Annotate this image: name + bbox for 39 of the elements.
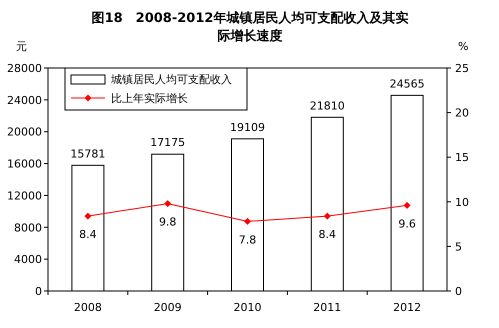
y2-tick-label: 5 bbox=[455, 240, 462, 254]
y-tick-label: 28000 bbox=[7, 62, 42, 75]
x-tick-label: 2010 bbox=[234, 301, 262, 314]
data-label: 9.8 bbox=[158, 216, 176, 229]
y-tick-label: 16000 bbox=[7, 158, 42, 171]
y-axis-title: 元 bbox=[16, 40, 27, 53]
legend-label: 比上年实际增长 bbox=[111, 92, 188, 105]
point bbox=[404, 202, 411, 209]
y-tick-label: 24000 bbox=[7, 94, 42, 107]
y2-tick-label: 10 bbox=[455, 196, 469, 209]
data-label: 17175 bbox=[150, 136, 186, 150]
y-tick-label: 0 bbox=[35, 285, 42, 298]
chart-title: 图18 2008-2012年城镇居民人均可支配收入及其实际增长速度 bbox=[92, 10, 408, 44]
data-label: 21810 bbox=[310, 99, 345, 112]
y-tick-label: 4000 bbox=[14, 253, 42, 266]
data-label: 15781 bbox=[70, 147, 106, 160]
y2-axis-title: % bbox=[458, 40, 468, 53]
data-label: 8.4 bbox=[318, 228, 336, 242]
y-tick-label: 20000 bbox=[7, 126, 42, 139]
data-label: 9.6 bbox=[398, 217, 416, 230]
x-tick-label: 2009 bbox=[154, 301, 182, 314]
y2-tick-label: 0 bbox=[455, 285, 462, 298]
y2-tick-label: 25 bbox=[455, 62, 469, 75]
y-tick-label: 12000 bbox=[7, 189, 42, 202]
point bbox=[164, 200, 172, 208]
x-tick-label: 2008 bbox=[74, 301, 102, 314]
data-label: 8.4 bbox=[79, 228, 97, 242]
data-label: 24565 bbox=[390, 77, 425, 90]
data-label: 7.8 bbox=[238, 233, 256, 246]
legend-label: 城镇居民人均可支配收入 bbox=[110, 73, 232, 86]
y2-tick-label: 20 bbox=[455, 106, 469, 120]
y-tick-label: 8000 bbox=[14, 221, 42, 234]
point bbox=[244, 218, 251, 225]
point bbox=[324, 212, 331, 220]
x-tick-label: 2012 bbox=[393, 301, 422, 314]
y2-tick-label: 15 bbox=[455, 151, 469, 164]
data-label: 19109 bbox=[230, 120, 265, 134]
x-tick-label: 2011 bbox=[313, 301, 342, 314]
point bbox=[84, 212, 92, 220]
